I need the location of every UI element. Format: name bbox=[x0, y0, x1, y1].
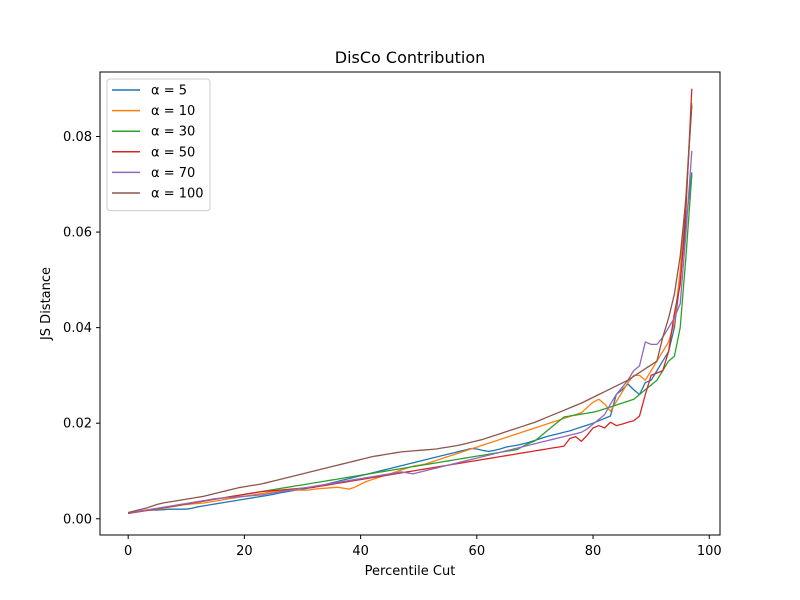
y-tick-label: 0.08 bbox=[63, 130, 92, 145]
x-tick-label: 40 bbox=[352, 544, 369, 559]
y-tick-label: 0.06 bbox=[63, 226, 92, 241]
x-tick-label: 0 bbox=[124, 544, 132, 559]
legend-label-5: α = 100 bbox=[151, 187, 204, 202]
legend-label-4: α = 70 bbox=[151, 166, 195, 181]
legend: α = 5 α = 10 α = 30 α = 50 α = 70 α = 100 bbox=[106, 78, 211, 212]
legend-label-3: α = 50 bbox=[151, 145, 195, 160]
series-layer bbox=[128, 88, 693, 515]
series-line-0 bbox=[128, 172, 693, 514]
x-axis: 0 20 40 60 80 100 bbox=[124, 535, 722, 559]
x-tick-label: 60 bbox=[469, 544, 486, 559]
x-tick-label: 100 bbox=[697, 544, 722, 559]
legend-label-0: α = 5 bbox=[151, 84, 187, 99]
chart-title: DisCo Contribution bbox=[335, 48, 486, 67]
y-tick-label: 0.02 bbox=[63, 417, 92, 432]
legend-box bbox=[106, 78, 211, 212]
y-axis: 0.00 0.02 0.04 0.06 0.08 bbox=[63, 130, 100, 527]
y-tick-label: 0.00 bbox=[63, 512, 92, 527]
y-axis-title: JS Distance bbox=[39, 267, 54, 341]
y-tick-label: 0.04 bbox=[63, 321, 92, 336]
series-line-4 bbox=[128, 150, 693, 514]
x-tick-label: 80 bbox=[585, 544, 602, 559]
legend-label-1: α = 10 bbox=[151, 104, 195, 119]
x-tick-label: 20 bbox=[236, 544, 253, 559]
x-axis-title: Percentile Cut bbox=[365, 564, 456, 579]
plot-frame bbox=[99, 71, 721, 536]
series-line-5 bbox=[128, 105, 693, 514]
legend-label-2: α = 30 bbox=[151, 125, 195, 140]
